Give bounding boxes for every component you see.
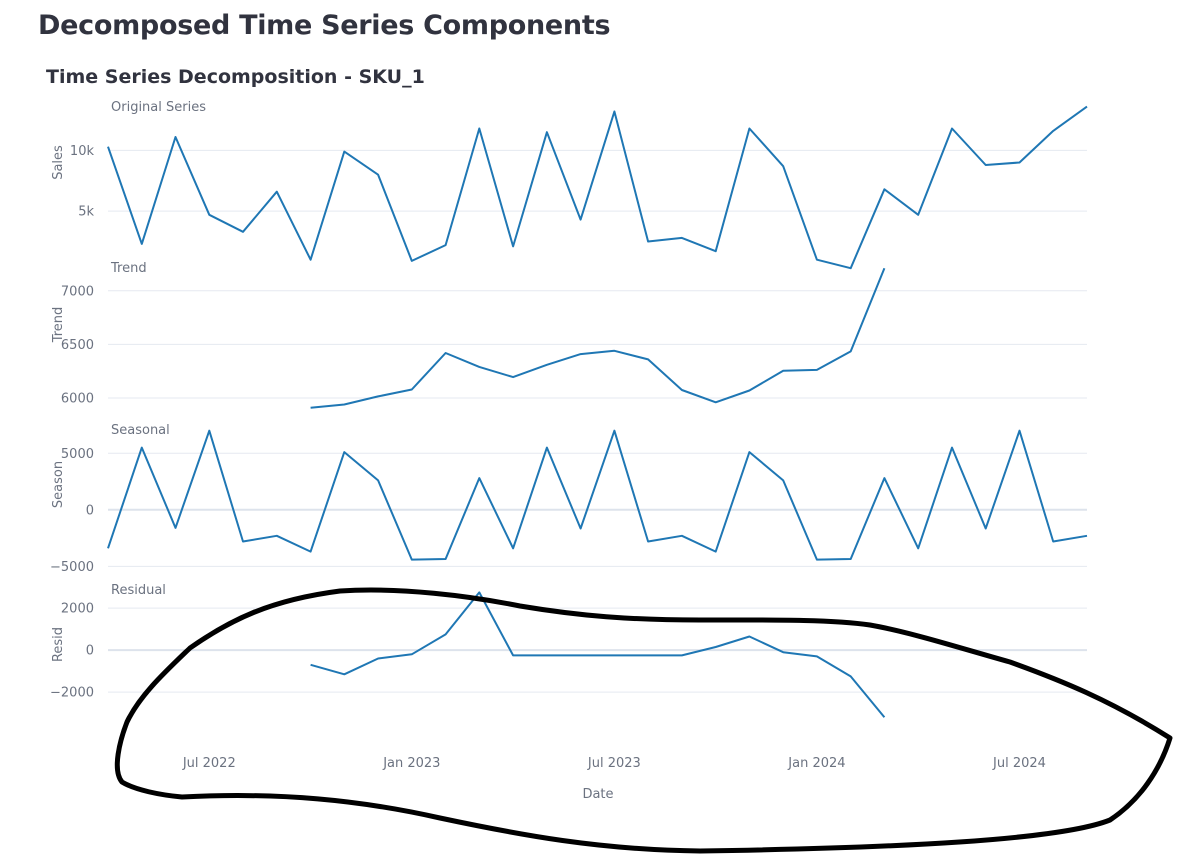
x-tick-label: Jul 2024	[992, 756, 1046, 771]
panel-trend: 6000 6500 7000 Trend Trend	[51, 261, 1087, 409]
series-line-season	[107, 429, 1088, 561]
x-axis-title: Date	[582, 787, 613, 802]
series-line-resid	[310, 591, 886, 718]
y-axis-title: Resid	[51, 627, 66, 662]
series-line-sales	[107, 105, 1088, 270]
y-axis-title: Trend	[51, 307, 66, 344]
hand-drawn-circle-annotation	[114, 587, 1173, 854]
panel-resid: −2000 0 2000 Residual Resid	[50, 583, 1087, 718]
page-heading: Decomposed Time Series Components	[38, 10, 611, 41]
panel-season: −5000 0 5000 Seasonal Season	[50, 423, 1088, 575]
chart-title: Time Series Decomposition - SKU_1	[46, 66, 425, 88]
panel-sales: 5k 10k Original Series Sales	[51, 100, 1088, 270]
y-tick-label: 0	[86, 503, 94, 518]
x-tick-label: Jan 2024	[787, 756, 845, 771]
y-tick-label: 10k	[70, 144, 95, 159]
x-axis: Jul 2022 Jan 2023 Jul 2023 Jan 2024 Jul 2024	[182, 756, 1046, 771]
y-axis-title: Sales	[51, 145, 66, 180]
series-line-trend	[310, 267, 886, 409]
x-tick-label: Jan 2023	[382, 756, 440, 771]
y-tick-label: −2000	[50, 686, 94, 701]
x-tick-label: Jul 2022	[182, 756, 236, 771]
y-tick-label: 5k	[78, 205, 94, 220]
y-axis-title: Season	[51, 461, 66, 508]
y-tick-label: 6500	[61, 338, 94, 353]
y-tick-label: −5000	[50, 560, 94, 575]
y-tick-label: 0	[86, 644, 94, 659]
panel-title: Seasonal	[111, 423, 170, 438]
y-tick-label: 5000	[61, 447, 94, 462]
y-tick-label: 2000	[61, 602, 94, 617]
panel-title: Residual	[111, 583, 166, 598]
y-tick-label: 6000	[61, 392, 94, 407]
panels-group: 5k 10k Original Series Sales 6000 6500 7000 Tre…	[50, 100, 1088, 718]
y-tick-label: 7000	[61, 284, 94, 299]
panel-title: Trend	[110, 261, 147, 276]
panel-title: Original Series	[111, 100, 206, 115]
x-tick-label: Jul 2023	[587, 756, 641, 771]
